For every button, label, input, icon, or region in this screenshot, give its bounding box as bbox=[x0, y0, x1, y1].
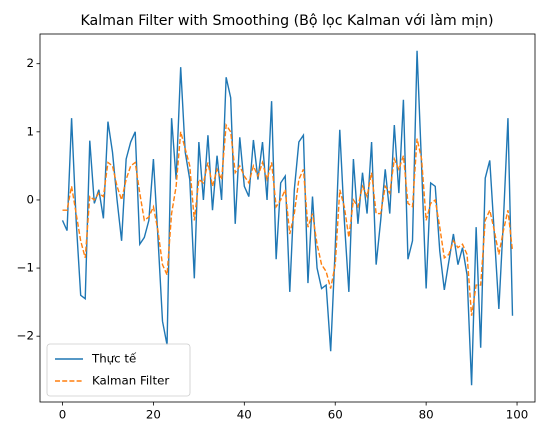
legend-box bbox=[46, 343, 191, 397]
chart-title: Kalman Filter with Smoothing (Bộ lọc Kal… bbox=[80, 13, 493, 29]
x-tick-label: 80 bbox=[419, 408, 434, 422]
axes-frame bbox=[39, 33, 536, 403]
x-tick-label: 20 bbox=[146, 408, 161, 422]
legend: Thực tế Kalman Filter bbox=[46, 343, 191, 397]
x-tick-label: 0 bbox=[59, 408, 67, 422]
y-tick-label: 2 bbox=[26, 56, 34, 70]
x-tick-label: 60 bbox=[328, 408, 343, 422]
y-tick-label: −2 bbox=[17, 329, 34, 343]
x-tick-label: 100 bbox=[506, 408, 529, 422]
y-tick-label: −1 bbox=[17, 261, 34, 275]
y-tick-label: 1 bbox=[26, 124, 34, 138]
x-tick-label: 40 bbox=[237, 408, 252, 422]
legend-label: Thực tế bbox=[91, 352, 137, 366]
legend-label: Kalman Filter bbox=[92, 374, 169, 388]
series-line bbox=[62, 122, 514, 316]
series-line bbox=[61, 50, 514, 386]
y-tick-label: 0 bbox=[26, 192, 34, 206]
